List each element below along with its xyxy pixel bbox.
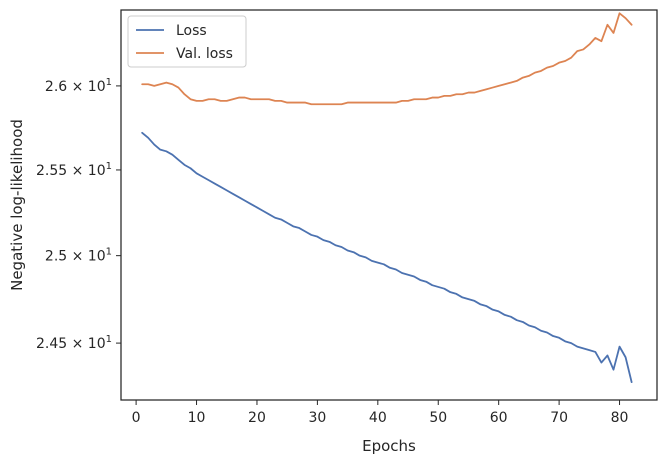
y-tick-exponent: 1 [106,247,112,258]
x-tick-label: 70 [550,410,568,426]
y-tick-mantissa: 2.45 [36,336,67,352]
series-line-loss [141,131,633,384]
plot-frame [120,9,658,401]
y-axis-ticks: 2.45 × 101 2.5 × 101 2.55 × 101 2.6 × 101 [36,77,121,352]
y-tick-label: 2.55 × 101 [36,161,112,179]
x-tick-label: 20 [248,410,266,426]
y-tick-mantissa: 2.5 [45,249,67,265]
legend-label-loss: Loss [176,23,207,39]
y-tick-exponent: 1 [106,161,112,172]
x-tick-label: 60 [490,410,508,426]
x-tick-label: 30 [308,410,326,426]
x-axis-ticks: 0 10 20 30 40 50 60 70 80 [132,400,629,426]
x-tick-label: 80 [611,410,629,426]
y-tick-label: 2.45 × 101 [36,334,112,352]
y-tick-label: 2.5 × 101 [45,247,112,265]
x-tick-label: 10 [188,410,206,426]
y-axis-label: Negative log-likelihood [8,119,26,291]
legend-box [127,15,247,68]
legend: Loss Val. loss [127,15,247,68]
x-axis-label: Epochs [362,437,416,455]
y-tick-label: 2.6 × 101 [45,77,112,95]
x-tick-label: 50 [429,410,447,426]
series-line-val-loss [141,12,633,106]
y-tick-exponent: 1 [106,77,112,88]
y-tick-exponent: 1 [106,334,112,345]
x-tick-label: 40 [369,410,387,426]
x-tick-label: 0 [132,410,141,426]
y-tick-mantissa: 2.6 [45,79,67,95]
y-tick-mantissa: 2.55 [36,163,67,179]
legend-label-val-loss: Val. loss [176,46,233,62]
plot-area [141,12,633,384]
series-lines [141,12,633,384]
